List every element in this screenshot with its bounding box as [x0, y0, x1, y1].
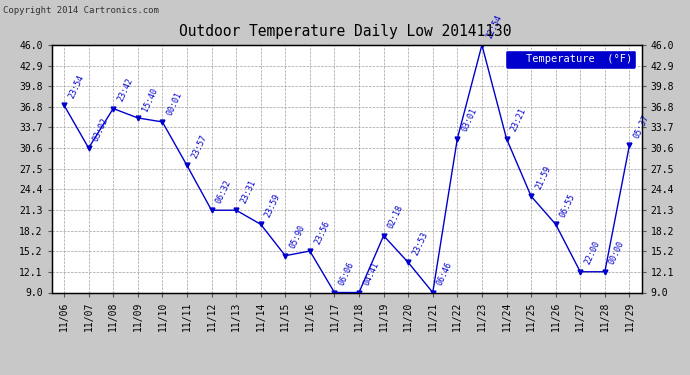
Text: 23:21: 23:21 [509, 106, 528, 133]
Text: 03:01: 03:01 [460, 106, 479, 133]
Text: 05:37: 05:37 [632, 113, 651, 140]
Text: 23:42: 23:42 [116, 76, 135, 103]
Text: 23:54: 23:54 [67, 73, 86, 100]
Text: 15:40: 15:40 [141, 86, 159, 112]
Text: 06:46: 06:46 [435, 261, 454, 287]
Text: 23:56: 23:56 [313, 219, 331, 246]
Text: 06:55: 06:55 [558, 192, 577, 219]
Text: 06:06: 06:06 [337, 261, 356, 287]
Text: 03:02: 03:02 [91, 116, 110, 142]
Text: 23:53: 23:53 [411, 230, 430, 257]
Text: 23:59: 23:59 [264, 192, 282, 219]
Text: 04:41: 04:41 [362, 261, 380, 287]
Text: 23:31: 23:31 [239, 178, 257, 205]
Legend: Temperature  (°F): Temperature (°F) [505, 50, 636, 69]
Text: 02:18: 02:18 [386, 204, 405, 230]
Text: Copyright 2014 Cartronics.com: Copyright 2014 Cartronics.com [3, 6, 159, 15]
Text: 22:54: 22:54 [484, 13, 504, 39]
Text: 06:32: 06:32 [215, 178, 233, 205]
Text: 22:00: 22:00 [583, 240, 602, 266]
Text: 23:57: 23:57 [190, 134, 208, 160]
Text: 21:59: 21:59 [534, 164, 553, 190]
Text: 00:00: 00:00 [608, 240, 627, 266]
Text: 05:90: 05:90 [288, 224, 307, 250]
Text: Outdoor Temperature Daily Low 20141130: Outdoor Temperature Daily Low 20141130 [179, 24, 511, 39]
Text: 00:01: 00:01 [165, 90, 184, 116]
